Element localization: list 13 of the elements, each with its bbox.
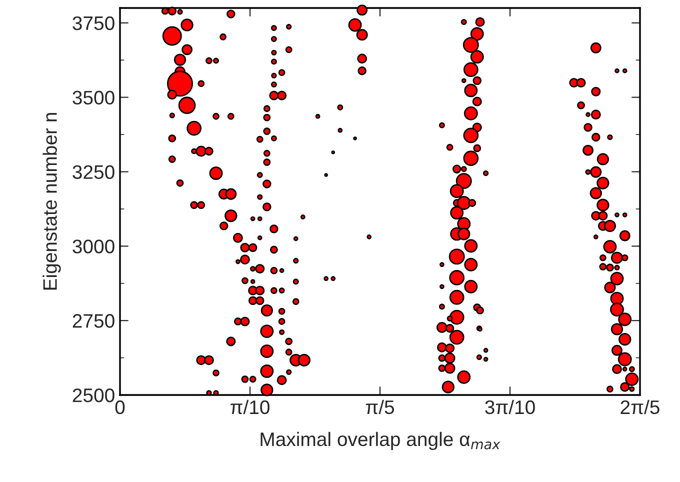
x-tick-label: 3π/10 <box>485 400 535 414</box>
x-axis-title: Maximal overlap angle α$_{max}$ <box>260 432 500 450</box>
y-axis-title: Eigenstate number n <box>42 113 61 290</box>
y-tick-label: 2500 <box>72 388 114 402</box>
y-tick-label: 3500 <box>72 90 114 105</box>
x-tick-label: π/5 <box>366 400 394 414</box>
y-tick-label: 3000 <box>72 240 114 254</box>
x-tick-label: π/10 <box>230 400 270 414</box>
y-tick-label: 3750 <box>72 16 114 30</box>
y-tick-label: 3250 <box>72 165 114 179</box>
x-tick-label: 2π/5 <box>620 400 660 414</box>
y-tick-label: 2750 <box>72 314 114 328</box>
x-tick-label: 0 <box>115 400 125 414</box>
